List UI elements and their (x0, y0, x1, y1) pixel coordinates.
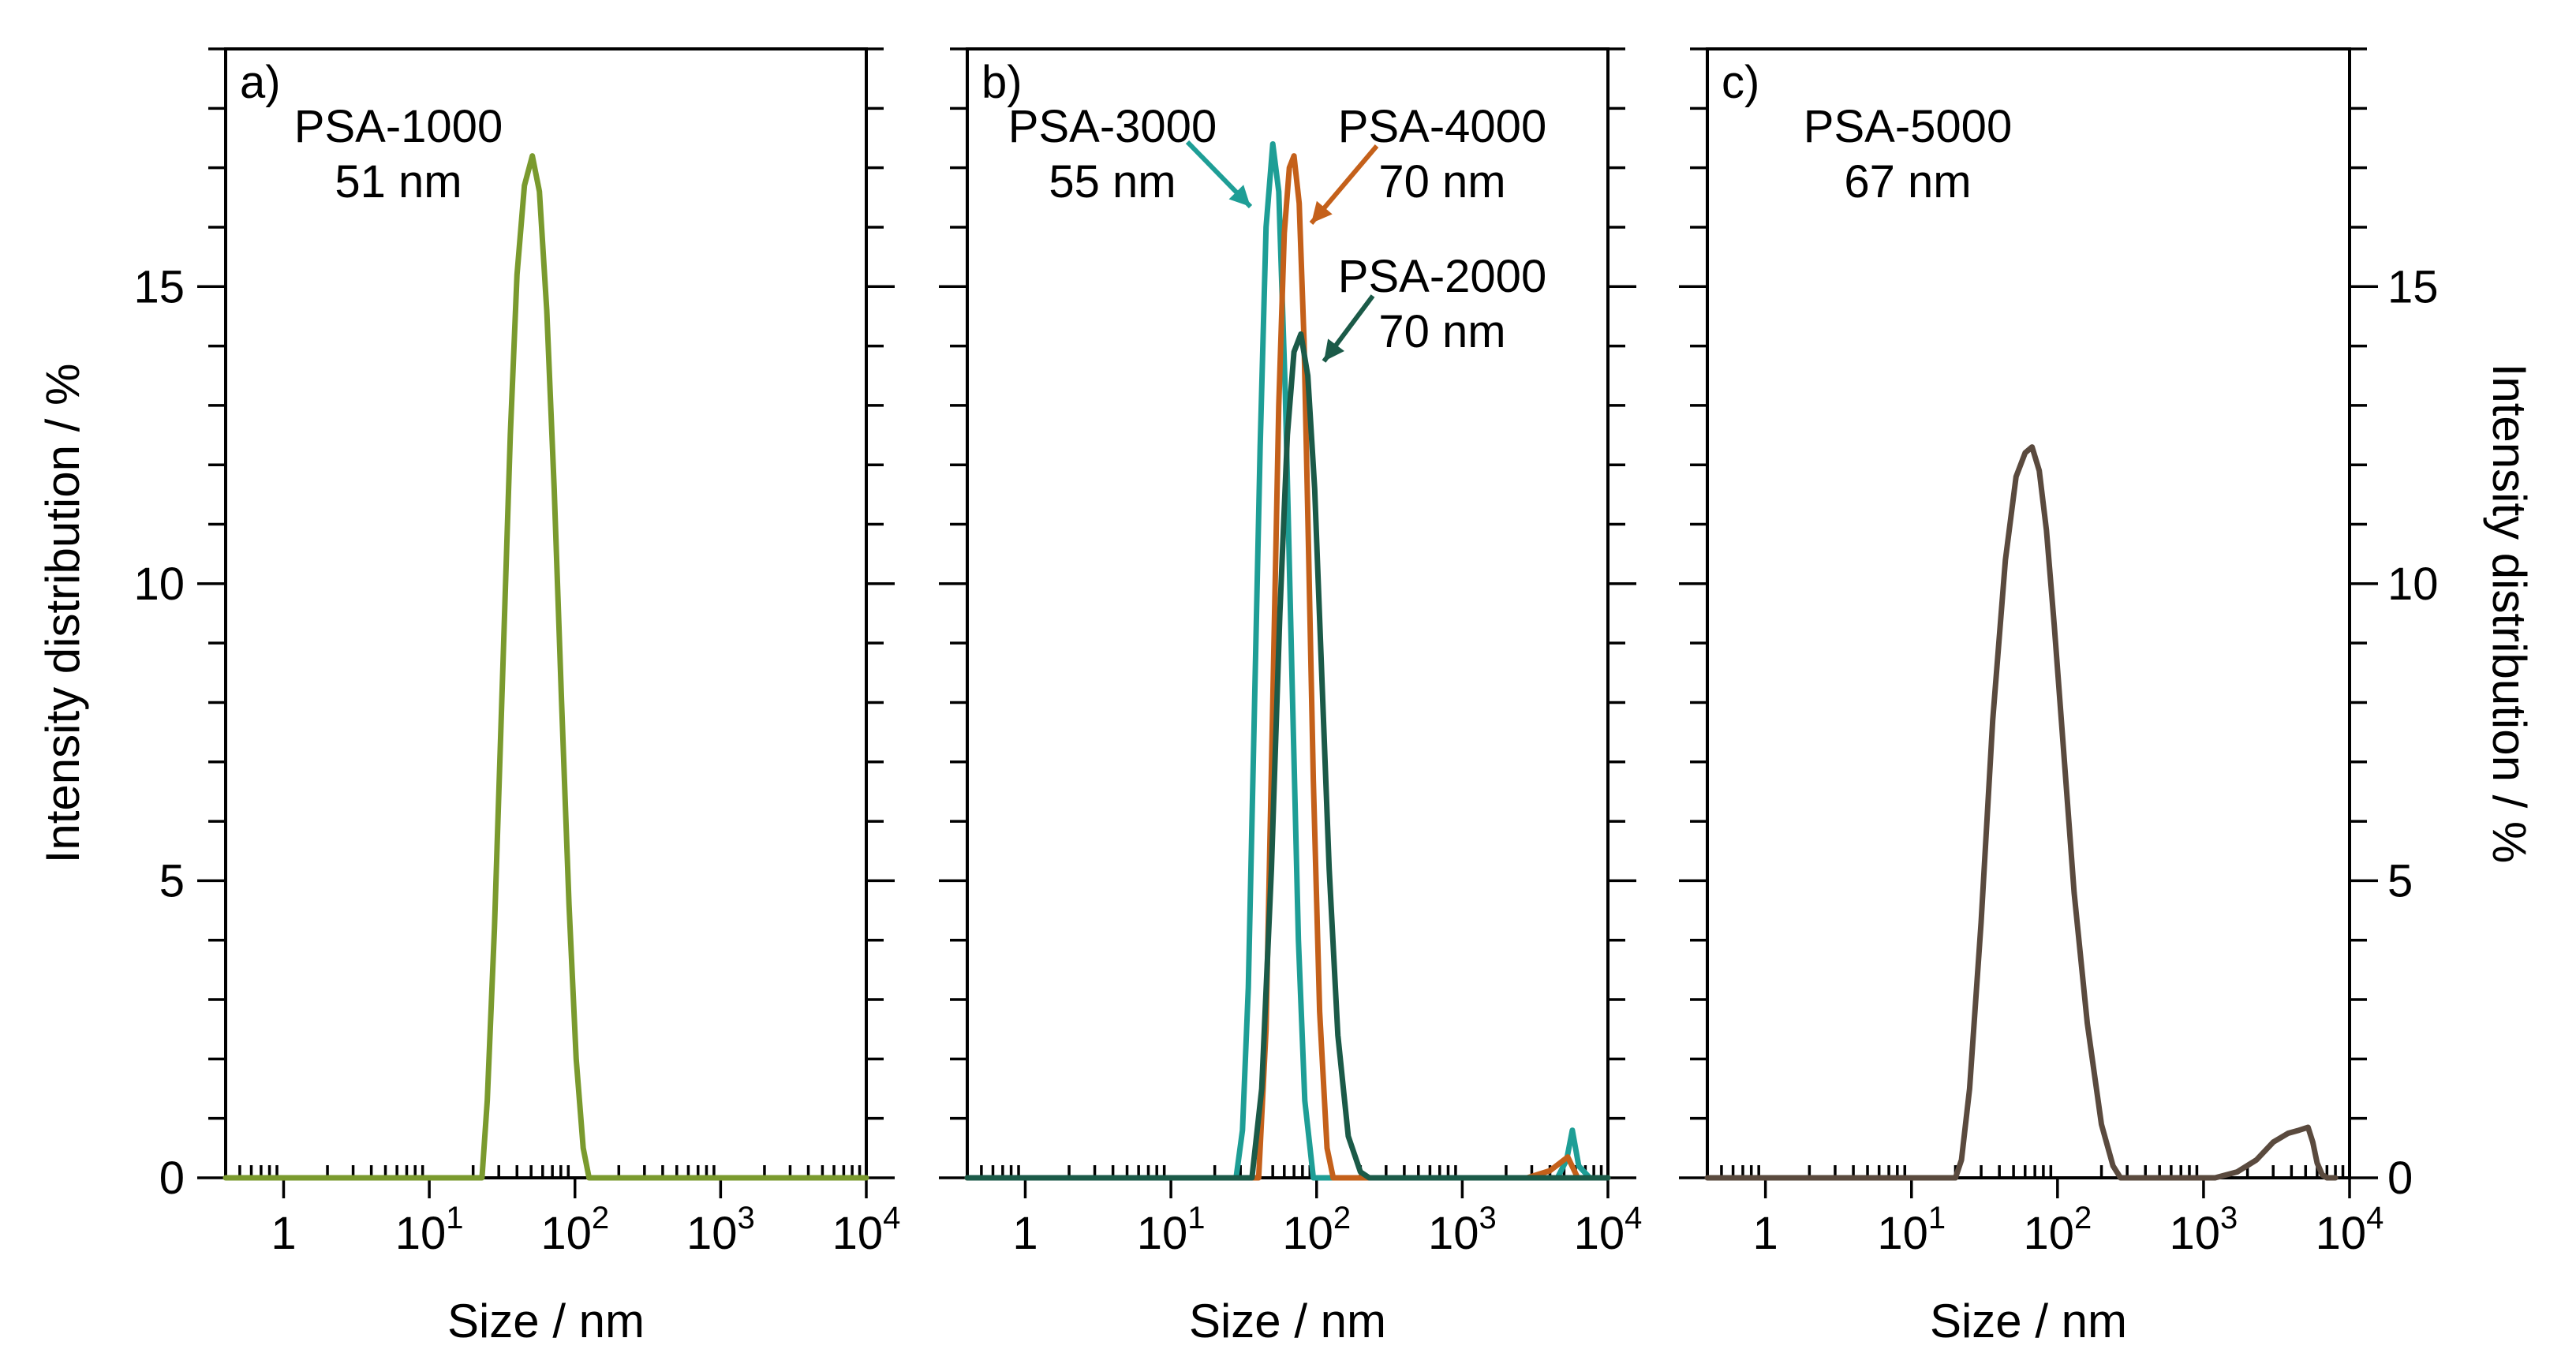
x-axis-title: Size / nm (1189, 1295, 1386, 1347)
y-tick-label: 5 (159, 855, 185, 906)
series-line-psa-5000 (1704, 444, 2339, 1181)
series-line-psa-1000 (222, 153, 869, 1181)
y-tick-label: 5 (2387, 855, 2413, 906)
x-tick-label: 104 (1574, 1201, 1643, 1259)
series-line-psa-3000 (964, 141, 1611, 1181)
x-tick-label: 102 (540, 1201, 609, 1259)
x-axis-title: Size / nm (1930, 1295, 2127, 1347)
panel-label: a) (240, 57, 281, 108)
annotation-label: PSA-4000 70 nm (1338, 101, 1546, 207)
annotation-arrowhead (1324, 338, 1344, 361)
x-tick-label: 103 (2170, 1201, 2238, 1259)
y-tick-label: 0 (2387, 1153, 2413, 1204)
x-tick-label: 104 (832, 1201, 901, 1259)
annotation-label: PSA-5000 67 nm (1804, 101, 2012, 207)
x-tick-label: 101 (395, 1201, 464, 1259)
panel-1: 1 101 102 103 104 Size / nm 0 5 10 15 Intensity di… (36, 47, 901, 1347)
series-line-psa-4000 (964, 153, 1611, 1181)
annotation-label: PSA-3000 55 nm (1008, 101, 1217, 207)
y-tick-label: 10 (133, 559, 185, 610)
annotation-arrowhead (1311, 200, 1333, 223)
x-axis-title: Size / nm (447, 1295, 645, 1347)
y-tick-label: 15 (133, 261, 185, 312)
x-tick-label: 1 (271, 1208, 296, 1259)
panel-label: b) (981, 57, 1023, 108)
x-tick-label: 101 (1137, 1201, 1206, 1259)
y-tick-label: 15 (2387, 261, 2439, 312)
y-axis-title: Intensity distribution / % (36, 364, 89, 864)
y-axis-title: Intensity distribution / % (2483, 364, 2536, 864)
plot-frame (1706, 47, 2351, 1179)
panel-3: 1 101 102 103 104 Size / nm 0 5 10 15 Intensity di… (1679, 47, 2536, 1347)
plot-frame (966, 47, 1610, 1179)
annotation-arrowhead (1228, 185, 1251, 207)
panel-2: 1 101 102 103 104 Size / nm b)PSA-3000 55 nm PSA… (939, 47, 1643, 1347)
panel-label: c) (1722, 57, 1759, 108)
plot-frame (224, 47, 868, 1179)
x-tick-label: 103 (686, 1201, 755, 1259)
y-tick-label: 10 (2387, 559, 2439, 610)
x-tick-label: 103 (1428, 1201, 1497, 1259)
annotation-label: PSA-1000 51 nm (294, 101, 503, 207)
x-tick-label: 102 (2023, 1201, 2092, 1259)
series-line-psa-2000 (964, 331, 1611, 1181)
annotation-label: PSA-2000 70 nm (1338, 251, 1546, 357)
y-tick-label: 0 (159, 1153, 185, 1204)
x-tick-label: 104 (2316, 1201, 2384, 1259)
x-tick-label: 1 (1753, 1208, 1778, 1259)
x-tick-label: 102 (1282, 1201, 1351, 1259)
x-tick-label: 1 (1012, 1208, 1038, 1259)
x-tick-label: 101 (1877, 1201, 1946, 1259)
